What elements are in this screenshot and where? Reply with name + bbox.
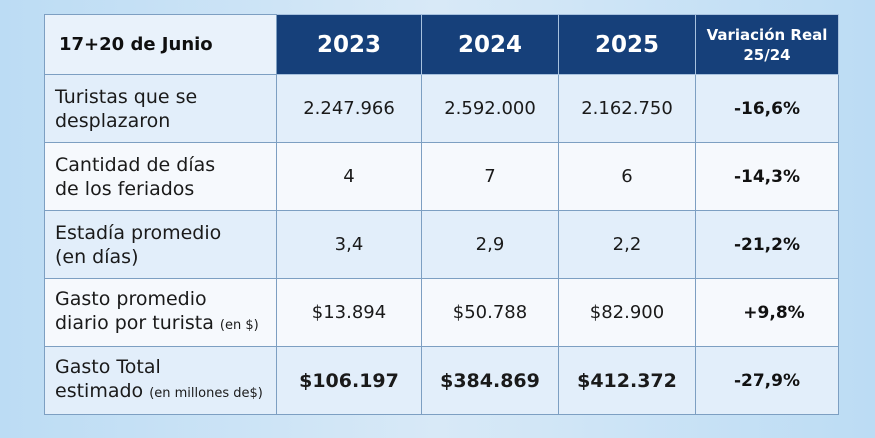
cell-2023: $13.894 xyxy=(276,278,422,347)
variation-header-line2: 25/24 xyxy=(743,45,791,64)
row-label-line2: desplazaron xyxy=(55,109,171,132)
row-label: Gasto Total estimado (en millones de$) xyxy=(44,346,277,415)
row-label: Cantidad de días de los feriados xyxy=(44,142,277,211)
table-row: Turistas que se desplazaron 2.247.966 2.… xyxy=(44,74,839,143)
row-label-line1: Gasto Total xyxy=(55,356,161,378)
row-label-line2: de los feriados xyxy=(55,177,195,200)
cell-2023: 3,4 xyxy=(276,210,422,279)
table-row: Gasto promedio diario por turista (en $)… xyxy=(44,278,839,347)
variation-header-line1: Variación Real xyxy=(706,25,828,44)
cell-2023: $106.197 xyxy=(276,346,422,415)
col-header-variation: Variación Real 25/24 xyxy=(695,14,839,75)
cell-2024: 2.592.000 xyxy=(421,74,559,143)
row-label-unit: (en millones de$) xyxy=(149,386,263,401)
row-label-line1: Estadía promedio xyxy=(55,221,222,244)
corner-label: 17+20 de Junio xyxy=(44,14,277,75)
table-row: Cantidad de días de los feriados 4 7 6 -… xyxy=(44,142,839,211)
row-label: Estadía promedio (en días) xyxy=(44,210,277,279)
cell-2023: 4 xyxy=(276,142,422,211)
header-row: 17+20 de Junio 2023 2024 2025 Variación … xyxy=(44,14,839,75)
cell-2025: 2.162.750 xyxy=(558,74,696,143)
col-header-2023: 2023 xyxy=(276,14,422,75)
row-label: Gasto promedio diario por turista (en $) xyxy=(44,278,277,347)
cell-2023: 2.247.966 xyxy=(276,74,422,143)
row-label-line1: Turistas que se xyxy=(55,85,198,108)
cell-2025: $412.372 xyxy=(558,346,696,415)
tourism-table: 17+20 de Junio 2023 2024 2025 Variación … xyxy=(44,14,839,415)
row-label-line2-text: diario por turista xyxy=(55,312,214,334)
cell-2025: 6 xyxy=(558,142,696,211)
row-label-line2: (en días) xyxy=(55,245,139,268)
row-label: Turistas que se desplazaron xyxy=(44,74,277,143)
table-row: Estadía promedio (en días) 3,4 2,9 2,2 -… xyxy=(44,210,839,279)
row-label-line2-text: estimado xyxy=(55,380,144,402)
row-label-line2: diario por turista (en $) xyxy=(55,311,276,338)
col-header-2024: 2024 xyxy=(421,14,559,75)
cell-2025: 2,2 xyxy=(558,210,696,279)
cell-variation: -16,6% xyxy=(695,74,839,143)
row-label-unit: (en $) xyxy=(219,318,259,333)
row-label-line1: Gasto promedio xyxy=(55,288,207,310)
cell-variation: -27,9% xyxy=(695,346,839,415)
row-label-line1: Cantidad de días xyxy=(55,153,216,176)
cell-variation: -21,2% xyxy=(695,210,839,279)
table-row: Gasto Total estimado (en millones de$) $… xyxy=(44,346,839,415)
cell-2024: $50.788 xyxy=(421,278,559,347)
cell-2024: 2,9 xyxy=(421,210,559,279)
col-header-2025: 2025 xyxy=(558,14,696,75)
cell-variation: +9,8% xyxy=(695,278,839,347)
row-label-line2: estimado (en millones de$) xyxy=(55,379,276,406)
cell-2025: $82.900 xyxy=(558,278,696,347)
cell-2024: 7 xyxy=(421,142,559,211)
cell-variation: -14,3% xyxy=(695,142,839,211)
cell-2024: $384.869 xyxy=(421,346,559,415)
